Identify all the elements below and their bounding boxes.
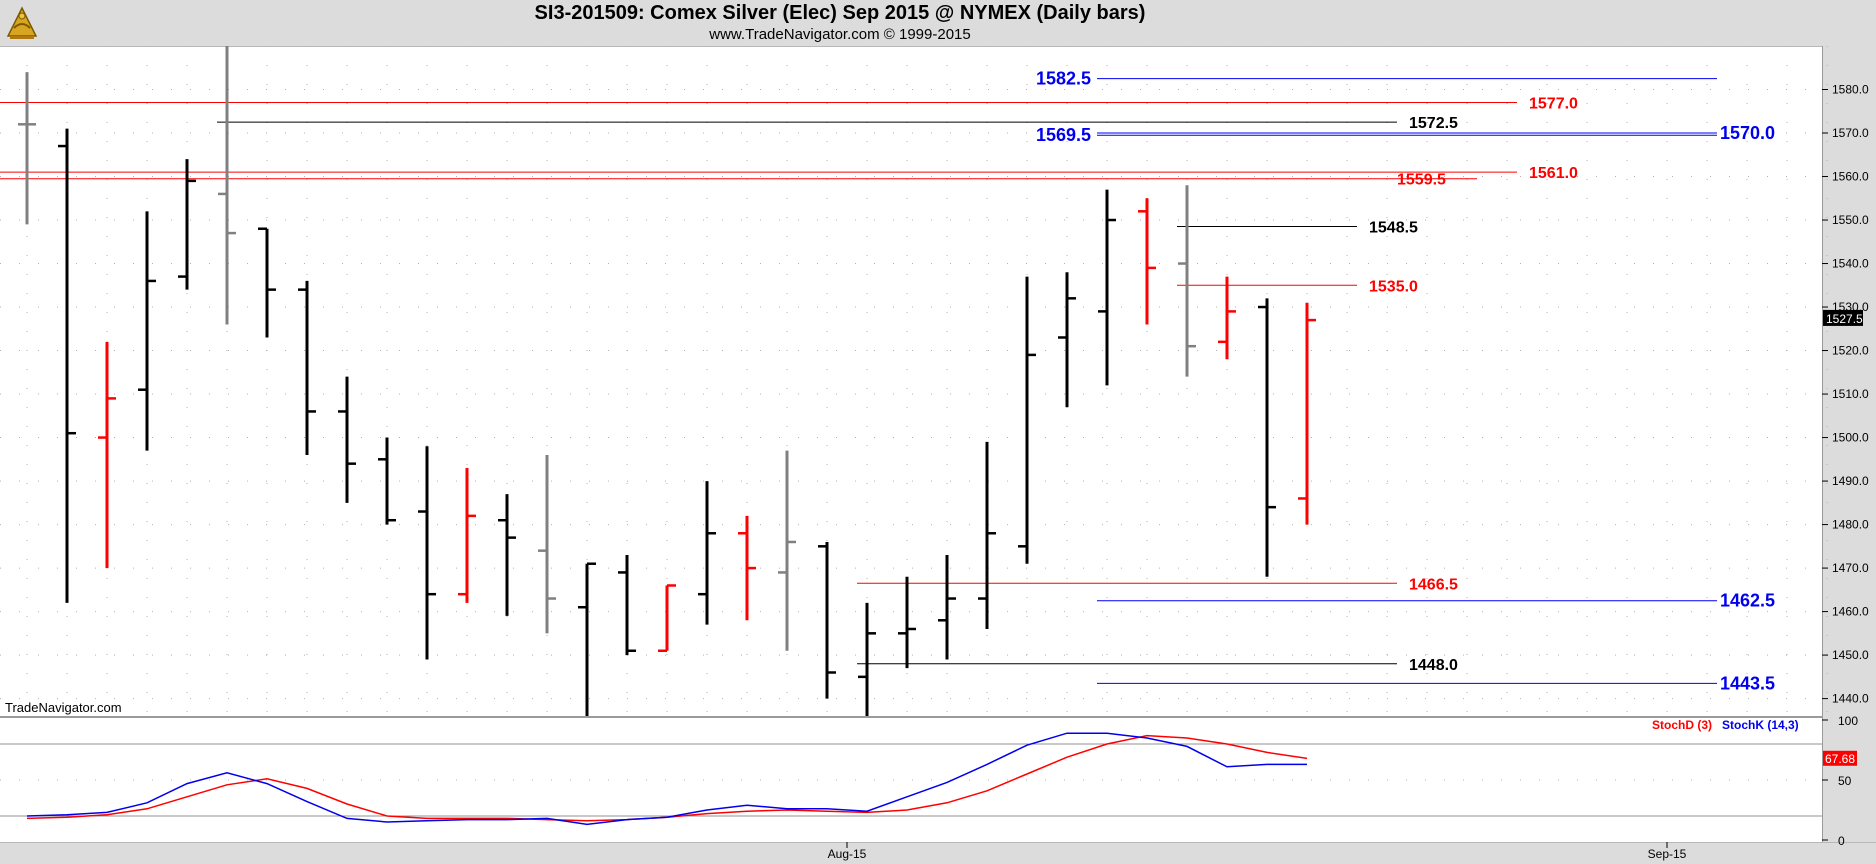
level-label: 1535.0 <box>1369 278 1418 295</box>
level-label: 1548.5 <box>1369 220 1418 237</box>
time-axis-panel <box>0 842 1876 864</box>
level-label: 1443.5 <box>1720 673 1775 693</box>
level-label: 1582.5 <box>1036 69 1091 89</box>
price-tick-label: 1440.0 <box>1832 692 1869 706</box>
stoch-tick-label: 0 <box>1838 834 1845 848</box>
sextant-logo-icon <box>6 6 38 39</box>
chart-header: SI3-201509: Comex Silver (Elec) Sep 2015… <box>0 0 1876 47</box>
watermark: TradeNavigator.com <box>5 700 122 715</box>
time-tick-label: Aug-15 <box>828 847 867 861</box>
price-tick-label: 1580.0 <box>1832 83 1869 97</box>
level-label: 1466.5 <box>1409 576 1458 593</box>
price-tick-label: 1480.0 <box>1832 518 1869 532</box>
price-tick-label: 1490.0 <box>1832 474 1869 488</box>
chart-title: SI3-201509: Comex Silver (Elec) Sep 2015… <box>534 2 1146 24</box>
price-tick-label: 1540.0 <box>1832 257 1869 271</box>
stoch-tick-label: 100 <box>1838 714 1858 728</box>
level-label: 1569.5 <box>1036 125 1091 145</box>
price-tick-label: 1550.0 <box>1832 213 1869 227</box>
price-tick-label: 1450.0 <box>1832 648 1869 662</box>
price-tick-label: 1460.0 <box>1832 605 1869 619</box>
price-tick-label: 1510.0 <box>1832 387 1869 401</box>
legend-stochk: StochK (14,3) <box>1722 718 1799 732</box>
price-axis-panel <box>1822 46 1876 863</box>
stoch-tick-label: 50 <box>1838 774 1852 788</box>
last-price-tag <box>1823 309 1863 326</box>
stoch-last-value-tag <box>1823 750 1857 766</box>
level-label: 1448.0 <box>1409 657 1458 674</box>
price-tick-label: 1500.0 <box>1832 431 1869 445</box>
time-tick-label: Sep-15 <box>1648 847 1687 861</box>
level-label: 1559.5 <box>1397 172 1446 189</box>
chart-subtitle: www.TradeNavigator.com © 1999-2015 <box>709 26 971 43</box>
level-label: 1572.5 <box>1409 115 1458 132</box>
price-tick-label: 1560.0 <box>1832 170 1869 184</box>
stoch-series-line <box>26 734 1308 822</box>
stoch-series-line <box>26 732 1307 826</box>
price-tick-label: 1520.0 <box>1832 344 1869 358</box>
stoch-last-value-label: 67.68 <box>1825 752 1855 766</box>
price-tick-label: 1470.0 <box>1832 561 1869 575</box>
legend-stochd: StochD (3) <box>1652 718 1712 732</box>
level-label: 1561.0 <box>1529 165 1578 182</box>
level-label: 1570.0 <box>1720 123 1775 143</box>
level-label: 1462.5 <box>1720 591 1775 611</box>
last-price-label: 1527.5 <box>1826 312 1863 326</box>
level-label: 1577.0 <box>1529 96 1578 113</box>
price-tick-label: 1570.0 <box>1832 126 1869 140</box>
